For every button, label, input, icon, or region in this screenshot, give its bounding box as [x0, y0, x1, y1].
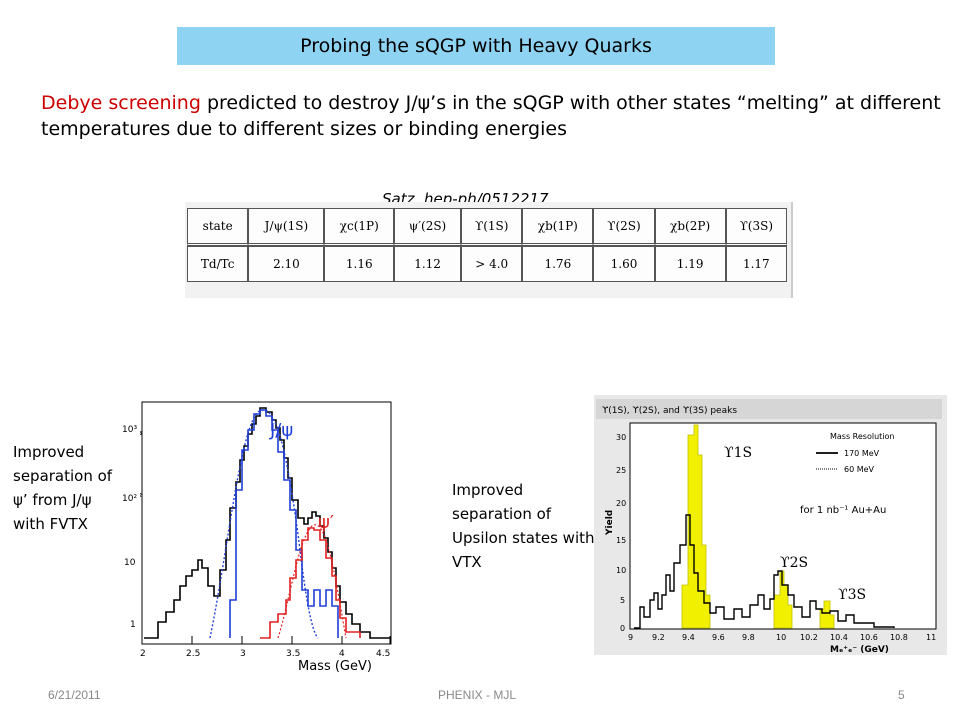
page-number: 5 [898, 688, 905, 702]
resolution-170-histogram [634, 514, 895, 629]
plot-frame [141, 401, 392, 645]
x-tick-label: 9 [628, 633, 633, 642]
x-tick-label: 11 [926, 633, 936, 642]
vtx-note: Improved separation of Upsilon states wi… [452, 481, 595, 571]
table-cell: χb(2P) [654, 208, 726, 246]
table-cell: ϒ(3S) [725, 208, 787, 246]
table-cell: 1.12 [394, 246, 462, 282]
legend-label-170: 170 MeV [844, 449, 880, 458]
x-tick-label: 4 [339, 649, 345, 658]
table-cell: 1.16 [324, 246, 395, 282]
x-tick-label: 10.4 [830, 633, 848, 642]
x-tick-label: 9.4 [682, 633, 695, 642]
upsilon-2s-label: ϒ2S [780, 555, 808, 571]
y-tick-label: 10³ [122, 425, 138, 435]
y-tick-label: 0 [620, 624, 625, 633]
jpsi-label: J/ψ [269, 420, 293, 441]
table-cell: 1.19 [654, 246, 726, 282]
y-tick-label: 20 [616, 499, 626, 508]
data-histogram [144, 407, 390, 639]
intro-highlight: Debye screening [41, 92, 201, 114]
dissociation-table-image: state J/ψ(1S) χc(1P) ψ′(2S) ϒ(1S) χb(1P)… [185, 202, 793, 298]
y-tick-label: 10 [616, 566, 626, 575]
x-tick-label: 10 [776, 633, 786, 642]
table-cell: Td/Tc [187, 246, 249, 282]
table-cell: χb(1P) [522, 208, 594, 246]
intro-paragraph: Debye screening predicted to destroy J/ψ… [41, 90, 941, 142]
legend-label-60: 60 MeV [844, 465, 875, 474]
jpsi-mass-plot-svg: 10³ 10² 2 2.5 3 3.5 4 4.5 J/ψ ψ′ [127, 401, 392, 659]
x-tick-label: 3 [240, 649, 246, 658]
table-cell: ϒ(1S) [461, 208, 523, 246]
slide-title: Probing the sQGP with Heavy Quarks [177, 27, 775, 65]
y-tick-label: 10² [122, 494, 138, 504]
upsilon-1s-label: ϒ1S [724, 445, 752, 461]
table-cell: 1.60 [593, 246, 655, 282]
x-ticks [141, 636, 391, 644]
x-tick-label: 3.5 [286, 649, 300, 658]
table-cell: > 4.0 [461, 246, 523, 282]
table-cell: ϒ(2S) [593, 208, 655, 246]
x-tick-label: 2 [140, 649, 146, 658]
x-tick-label: 9.8 [742, 633, 755, 642]
jpsi-fit-curve [209, 409, 319, 639]
x-tick-label: 9.2 [652, 633, 665, 642]
y-tick-label: 1 [130, 620, 136, 630]
left-plot-xlabel: Mass (GeV) [298, 659, 372, 674]
x-tick-label: 9.6 [712, 633, 725, 642]
table-row-ratios: Td/Tc 2.10 1.16 1.12 > 4.0 1.76 1.60 1.1… [187, 246, 787, 282]
y-tick-label: 30 [616, 433, 626, 442]
x-tick-label: 2.5 [186, 649, 200, 658]
footer-center: PHENIX - MJL [438, 688, 517, 702]
plot-frame [629, 422, 937, 630]
table-cell: ψ′(2S) [394, 208, 462, 246]
y-tick-label: 25 [616, 466, 626, 475]
upsilon-mass-plot: ϒ(1S), ϒ(2S), and ϒ(3S) peaks Mass Resol… [594, 395, 947, 655]
right-plot-xlabel: Mₑ⁺ₑ⁻ (GeV) [830, 645, 889, 655]
y-tick-label: 5 [620, 596, 625, 605]
upsilon-mass-plot-svg: ϒ(1S), ϒ(2S), and ϒ(3S) peaks Mass Resol… [594, 395, 947, 655]
psiprime-fit-curve [277, 524, 347, 639]
psiprime-histogram [260, 527, 361, 639]
table-cell: 1.76 [522, 246, 594, 282]
jpsi-histogram [229, 409, 339, 638]
y-tick-label: 10 [124, 558, 136, 568]
y-tick-label: 15 [616, 536, 626, 545]
dissociation-table: state J/ψ(1S) χc(1P) ψ′(2S) ϒ(1S) χb(1P)… [187, 208, 787, 282]
x-tick-label: 10.6 [860, 633, 878, 642]
fvtx-note: Improved separation of ψ’ from J/ψ with … [13, 443, 113, 533]
legend-title: Mass Resolution [830, 432, 894, 441]
upsilon-3s-label: ϒ3S [838, 587, 866, 603]
plot-header: ϒ(1S), ϒ(2S), and ϒ(3S) peaks [602, 406, 737, 416]
x-tick-label: 10.8 [890, 633, 908, 642]
table-row-states: state J/ψ(1S) χc(1P) ψ′(2S) ϒ(1S) χb(1P)… [187, 208, 787, 246]
luminosity-note: for 1 nb⁻¹ Au+Au [800, 505, 886, 516]
jpsi-mass-plot: 10³ 10² 2 2.5 3 3.5 4 4.5 J/ψ ψ′ [127, 400, 395, 659]
intro-text: predicted to destroy J/ψ’s in the sQGP w… [41, 92, 941, 140]
slide-title-text: Probing the sQGP with Heavy Quarks [300, 35, 652, 57]
table-cell: χc(1P) [324, 208, 395, 246]
right-plot-ylabel: Yield [605, 510, 615, 536]
x-tick-label: 10.2 [800, 633, 818, 642]
table-cell: J/ψ(1S) [248, 208, 325, 246]
upsilon-1s-fill [681, 424, 711, 629]
table-cell: 2.10 [248, 246, 325, 282]
table-cell: 1.17 [725, 246, 787, 282]
plot-header-bar [596, 399, 942, 419]
footer-date: 6/21/2011 [48, 688, 101, 702]
x-tick-label: 4.5 [376, 649, 390, 658]
psiprime-label: ψ′ [318, 512, 334, 533]
table-cell: state [187, 208, 249, 246]
